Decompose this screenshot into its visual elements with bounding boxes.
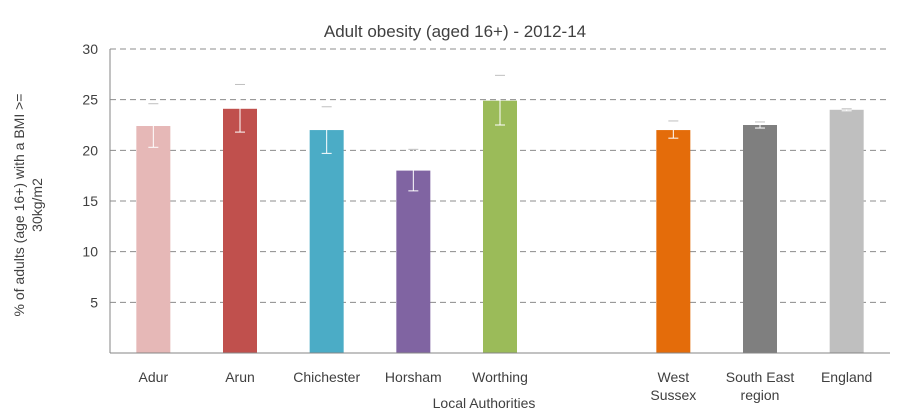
bar: [136, 126, 171, 353]
y-tick-label: 20: [82, 142, 98, 158]
bar: [829, 109, 864, 353]
y-tick-label: 10: [82, 244, 98, 260]
category-label: Worthing: [472, 369, 528, 385]
category-label: West Sussex: [650, 369, 696, 403]
group-label: Local Authorities: [433, 395, 536, 411]
bar: [656, 130, 691, 353]
y-tick-label: 5: [90, 294, 98, 310]
category-label: South East region: [726, 369, 795, 403]
chart-title: Adult obesity (aged 16+) - 2012-14: [324, 22, 586, 41]
category-label: Chichester: [293, 369, 360, 385]
y-tick-label: 25: [82, 92, 98, 108]
category-label: Horsham: [385, 369, 442, 385]
bars: [136, 100, 864, 354]
y-axis-label: % of adults (age 16+) with a BMI >= 30kg/…: [11, 94, 45, 317]
category-label: Adur: [139, 369, 169, 385]
bar: [223, 108, 257, 353]
bar: [396, 170, 431, 353]
error-bars: [148, 74, 852, 192]
bar: [743, 125, 777, 353]
category-label: England: [821, 369, 872, 385]
category-label: Arun: [225, 369, 255, 385]
bar: [309, 130, 344, 353]
category-labels: Adur Arun Chichester Horsham Worthing West Sus…: [139, 369, 873, 403]
y-tick-label: 15: [82, 193, 98, 209]
y-tick-label: 30: [82, 41, 98, 57]
y-tick-labels: 5 10 15 20 25 30: [82, 41, 98, 310]
bar: [483, 100, 517, 354]
